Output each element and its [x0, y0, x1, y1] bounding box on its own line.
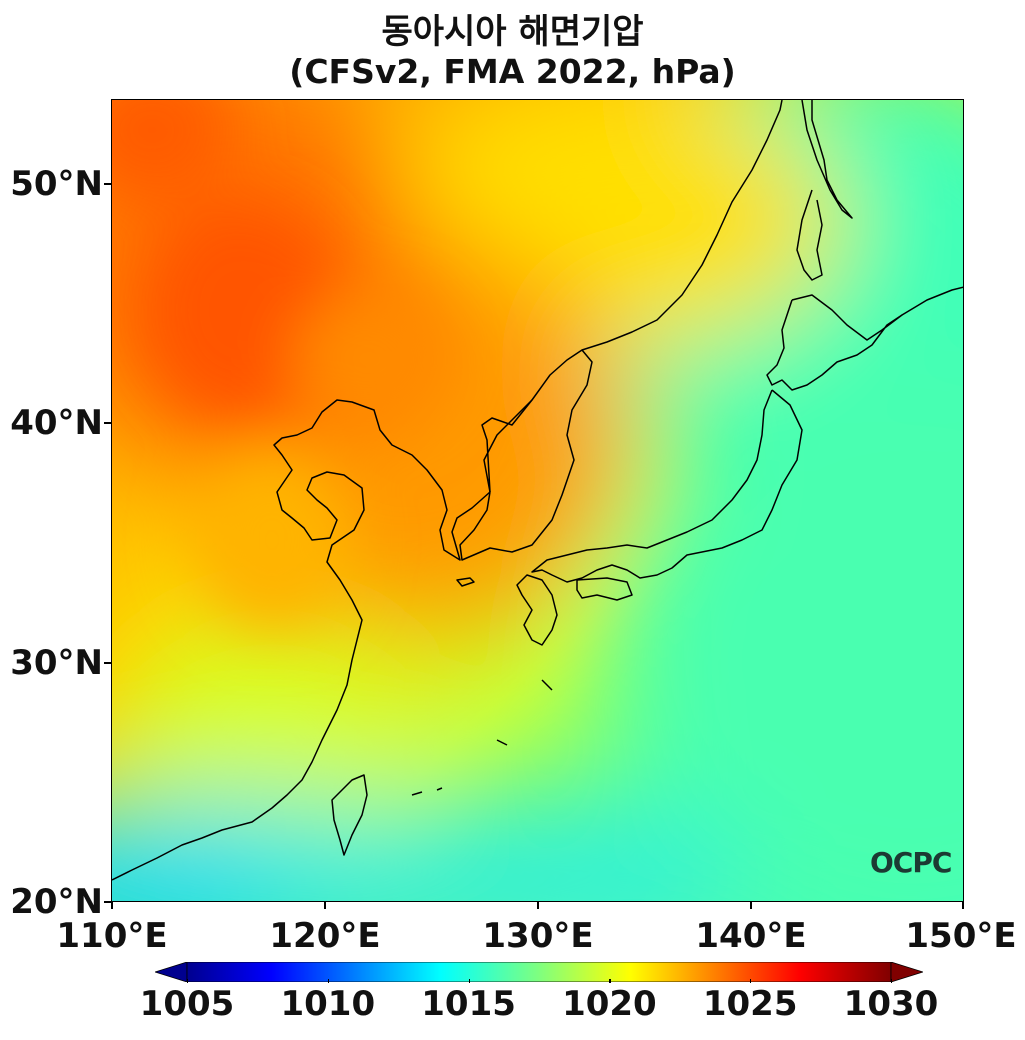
korea-east — [581, 100, 783, 351]
colorbar-label: 1010 — [280, 984, 376, 1024]
lon-label-110: 110°E — [56, 916, 168, 956]
colorbar-body — [186, 962, 892, 982]
pressure-field-svg — [112, 100, 963, 901]
lon-tick-150 — [962, 902, 964, 909]
lat-tick-20 — [104, 901, 111, 903]
colorbar-label: 1025 — [702, 984, 798, 1024]
kyushu — [516, 574, 558, 646]
kuril — [901, 286, 963, 316]
lon-tick-130 — [537, 902, 539, 909]
colorbar-label: 1030 — [843, 984, 939, 1024]
colorbar-tick — [891, 979, 893, 983]
colorbar-tick — [750, 979, 752, 983]
high-center — [112, 100, 452, 630]
colorbar — [155, 962, 923, 982]
ryukyu — [411, 679, 553, 796]
china-coast — [112, 399, 491, 881]
jeju — [456, 577, 475, 587]
map-subtitle: (CFSv2, FMA 2022, hPa) — [289, 52, 736, 91]
lat-label-50: 50°N — [10, 164, 103, 204]
lon-tick-120 — [324, 902, 326, 909]
lon-tick-140 — [750, 902, 752, 909]
korea-coast — [459, 349, 593, 561]
lat-label-40: 40°N — [10, 403, 103, 443]
lat-tick-30 — [104, 662, 111, 664]
colorbar-label: 1005 — [139, 984, 235, 1024]
lon-label-130: 130°E — [482, 916, 594, 956]
colorbar-label: 1020 — [562, 984, 657, 1024]
ocpc-logo: OCPC — [870, 846, 952, 879]
lon-label-140: 140°E — [695, 916, 807, 956]
lat-label-30: 30°N — [10, 643, 103, 683]
sakhalin-south — [796, 189, 823, 281]
colorbar-tick — [327, 979, 329, 983]
colorbar-tick — [609, 979, 611, 983]
lat-tick-40 — [104, 422, 111, 424]
map-title: 동아시아 해면기압 — [381, 12, 644, 52]
colorbar-label: 1015 — [421, 984, 516, 1024]
shikoku — [576, 577, 633, 601]
colorbar-tick — [187, 979, 189, 983]
lon-label-150: 150°E — [905, 916, 1017, 956]
lon-label-120: 120°E — [269, 916, 381, 956]
sakhalin — [801, 100, 853, 219]
lat-label-20: 20°N — [10, 882, 103, 922]
taiwan — [331, 774, 368, 856]
russia-primorye — [481, 399, 533, 493]
colorbar-tick — [468, 979, 470, 983]
lat-tick-50 — [104, 183, 111, 185]
honshu — [531, 389, 803, 583]
pressure-map — [111, 99, 964, 902]
lon-tick-110 — [111, 902, 113, 909]
hokkaido — [766, 294, 903, 391]
colorbar-extend-high — [890, 962, 923, 982]
colorbar-extend-low — [155, 962, 188, 982]
coastlines — [112, 100, 963, 881]
